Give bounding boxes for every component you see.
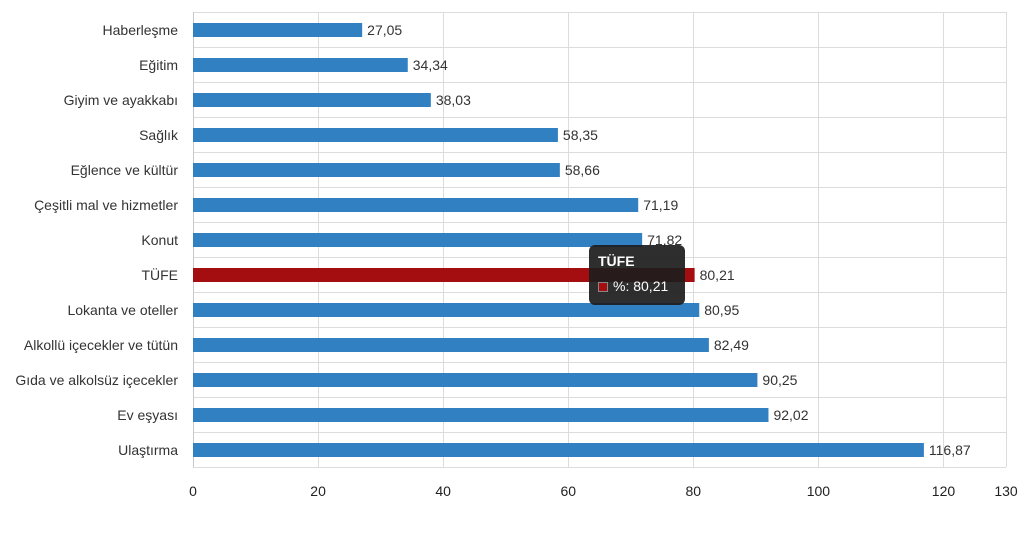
bar[interactable] — [193, 338, 709, 352]
tooltip-title: TÜFE — [598, 253, 635, 269]
category-label: Çeşitli mal ve hizmetler — [34, 197, 178, 213]
category-label: Ulaştırma — [118, 442, 178, 458]
data-label: 92,02 — [773, 407, 808, 423]
bar[interactable] — [193, 233, 643, 247]
data-label: 80,21 — [700, 267, 735, 283]
x-tick-label: 120 — [932, 483, 956, 499]
tooltip-row: %: 80,21 — [598, 278, 676, 294]
bar[interactable] — [193, 268, 695, 282]
data-label: 38,03 — [436, 92, 471, 108]
bar[interactable] — [193, 408, 769, 422]
x-tick-label: 100 — [807, 483, 831, 499]
x-tick-label: 20 — [310, 483, 326, 499]
tooltip-value: %: 80,21 — [613, 278, 669, 294]
grid — [193, 12, 1007, 468]
x-tick-label: 130 — [994, 483, 1018, 499]
category-label: Haberleşme — [103, 22, 179, 38]
data-label: 27,05 — [367, 22, 402, 38]
category-label: Lokanta ve oteller — [67, 302, 178, 318]
data-label: 58,35 — [563, 127, 598, 143]
category-label: Eğitim — [139, 57, 178, 73]
data-label: 71,19 — [643, 197, 678, 213]
x-tick-label: 0 — [189, 483, 197, 499]
category-label: Alkollü içecekler ve tütün — [24, 337, 178, 353]
bar[interactable] — [193, 198, 639, 212]
bar[interactable] — [193, 93, 431, 107]
x-tick-label: 60 — [560, 483, 576, 499]
data-label: 58,66 — [565, 162, 600, 178]
bar[interactable] — [193, 303, 700, 317]
data-label: 116,87 — [929, 442, 971, 458]
bar[interactable] — [193, 163, 560, 177]
bar[interactable] — [193, 373, 758, 387]
data-label: 90,25 — [762, 372, 797, 388]
category-label: Eğlence ve kültür — [71, 162, 179, 178]
data-label: 80,95 — [704, 302, 739, 318]
bar[interactable] — [193, 58, 408, 72]
labels: 0 20 40 60 80 100 120 130 Haberleşme 27,05 Eğitim 3… — [15, 22, 1018, 499]
tooltip: TÜFE %: 80,21 — [589, 245, 685, 305]
category-label: Sağlık — [139, 127, 179, 143]
x-tick-label: 80 — [686, 483, 702, 499]
data-label: 82,49 — [714, 337, 749, 353]
data-label: 34,34 — [413, 57, 448, 73]
data-label: 71,82 — [647, 232, 682, 248]
category-label: Konut — [141, 232, 178, 248]
category-label: Giyim ve ayakkabı — [64, 92, 178, 108]
bar[interactable] — [193, 443, 924, 457]
x-tick-label: 40 — [435, 483, 451, 499]
category-label: Gıda ve alkolsüz içecekler — [15, 372, 178, 388]
tooltip-swatch — [598, 282, 608, 292]
bars — [193, 23, 924, 457]
bar[interactable] — [193, 23, 363, 37]
category-label: TÜFE — [141, 266, 178, 283]
category-label: Ev eşyası — [117, 407, 178, 423]
bar[interactable] — [193, 128, 558, 142]
